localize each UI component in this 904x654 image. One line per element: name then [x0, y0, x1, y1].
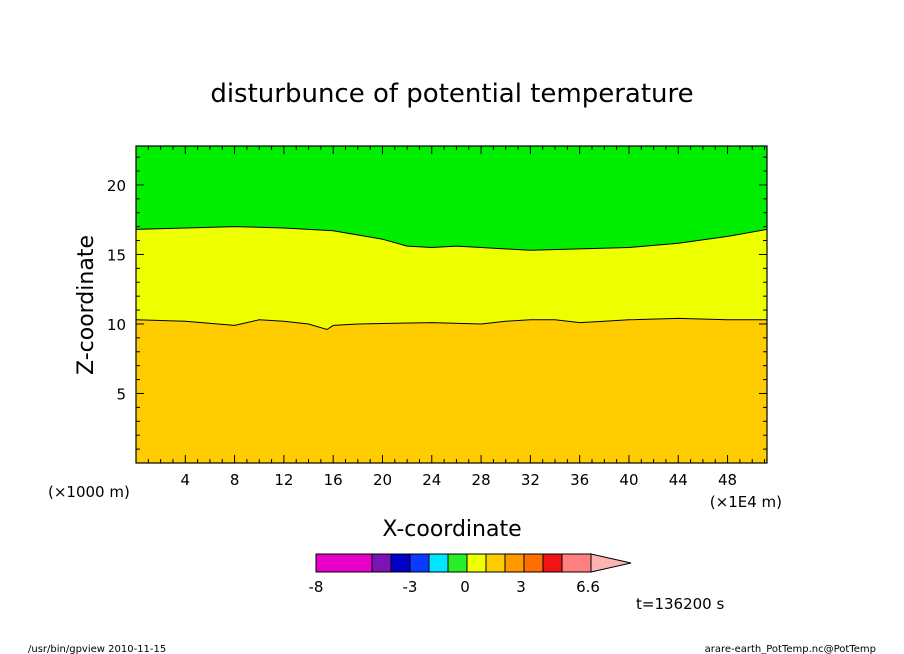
- axes-frame: [135, 145, 768, 464]
- contour-lines: [135, 226, 768, 331]
- colorbar-swatch: [542, 553, 563, 573]
- colorbar-labels: -8 -3 0 3 6.6: [309, 578, 600, 596]
- x-tick-label: 36: [570, 471, 589, 489]
- x-unit-left-label: (×1000 m): [48, 483, 130, 501]
- y-axis-label: Z-coordinate: [74, 235, 99, 375]
- x-axis-label: X-coordinate: [382, 517, 521, 542]
- colorbar-label: 6.6: [576, 578, 600, 596]
- colorbar-label: 0: [460, 578, 470, 596]
- colorbar-label: -8: [309, 578, 324, 596]
- chart-title: disturbunce of potential temperature: [210, 79, 693, 109]
- x-tick-label: 12: [274, 471, 293, 489]
- y-tick-label: 15: [107, 246, 126, 264]
- x-axis-ticks: 4 8 12 16 20 24 28 32 36 40 44 48: [147, 146, 766, 489]
- colorbar-swatch: [447, 553, 468, 573]
- y-tick-label: 20: [107, 177, 126, 195]
- region-middle: [136, 226, 767, 330]
- contour-regions: [136, 146, 767, 463]
- region-lower: [136, 318, 767, 463]
- colorbar-label: 3: [516, 578, 526, 596]
- colorbar-swatch: [561, 553, 592, 573]
- colorbar-label: -3: [403, 578, 418, 596]
- colorbar: [315, 553, 632, 573]
- x-tick-label: 4: [181, 471, 191, 489]
- colorbar-swatch: [428, 553, 449, 573]
- x-tick-label: 44: [669, 471, 688, 489]
- colorbar-swatch: [371, 553, 392, 573]
- x-tick-label: 40: [619, 471, 638, 489]
- contour-line-upper: [135, 226, 768, 251]
- x-tick-label: 20: [373, 471, 392, 489]
- y-tick-label: 10: [107, 316, 126, 334]
- time-label: t=136200 s: [636, 595, 724, 613]
- colorbar-swatch: [390, 553, 411, 573]
- colorbar-swatch: [409, 553, 430, 573]
- region-upper: [136, 146, 767, 251]
- colorbar-overflow-triangle: [590, 553, 632, 573]
- x-tick-label: 16: [324, 471, 343, 489]
- colorbar-swatch: [315, 553, 373, 573]
- plot-frame: [135, 145, 768, 464]
- colorbar-swatch: [523, 553, 544, 573]
- colorbar-swatch: [466, 553, 487, 573]
- x-tick-label: 48: [718, 471, 737, 489]
- footer-program-date: /usr/bin/gpview 2010-11-15: [28, 644, 166, 654]
- y-tick-label: 5: [116, 385, 126, 403]
- footer-file-variable: arare-earth_PotTemp.nc@PotTemp: [705, 644, 876, 654]
- y-axis-ticks: 5 10 15 20: [107, 156, 767, 450]
- x-tick-label: 28: [472, 471, 491, 489]
- x-tick-label: 32: [521, 471, 540, 489]
- x-tick-label: 8: [230, 471, 240, 489]
- x-tick-label: 24: [422, 471, 441, 489]
- contour-line-lower: [135, 317, 767, 331]
- colorbar-swatch: [504, 553, 525, 573]
- x-unit-right-label: (×1E4 m): [710, 493, 782, 511]
- colorbar-swatch: [485, 553, 506, 573]
